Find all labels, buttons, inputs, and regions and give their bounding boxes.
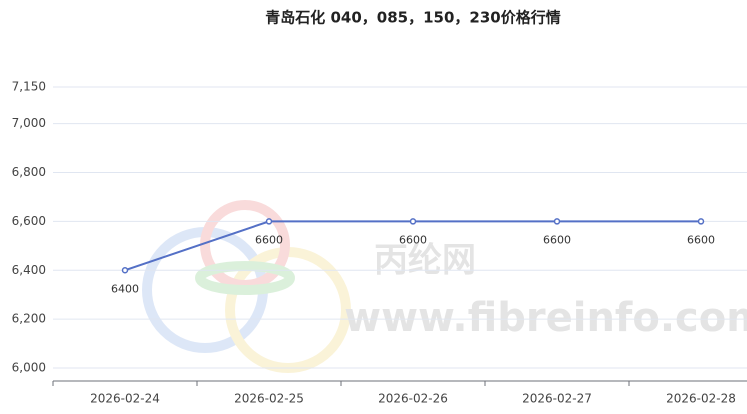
x-tick-label: 2026-02-26 — [378, 392, 448, 406]
point — [121, 267, 129, 274]
x-tick-label: 2026-02-28 — [666, 392, 736, 406]
watermark-url: www.fibreinfo.com — [344, 295, 747, 341]
y-tick-label: 6,200 — [12, 312, 46, 326]
y-tick-label: 6,000 — [12, 361, 46, 375]
y-tick-label: 6,600 — [12, 214, 46, 228]
y-tick-label: 6,400 — [12, 263, 46, 277]
data-label: 6600 — [255, 233, 283, 246]
data-label: 6600 — [543, 233, 571, 246]
point — [553, 218, 561, 225]
chart-title: 青岛石化 040，085，150，230价格行情 — [265, 9, 560, 27]
x-tick-label: 2026-02-24 — [90, 392, 160, 406]
x-tick-label: 2026-02-27 — [522, 392, 592, 406]
data-label: 6600 — [399, 233, 427, 246]
y-tick-label: 6,800 — [12, 165, 46, 179]
point — [409, 218, 417, 225]
x-tick-label: 2026-02-25 — [234, 392, 304, 406]
point — [697, 218, 705, 225]
watermark-text: 丙纶网 — [374, 241, 476, 281]
point — [265, 218, 273, 225]
data-label: 6400 — [111, 282, 139, 295]
y-tick-label: 7,150 — [12, 80, 46, 94]
y-tick-label: 7,000 — [12, 116, 46, 130]
data-label: 6600 — [687, 233, 715, 246]
